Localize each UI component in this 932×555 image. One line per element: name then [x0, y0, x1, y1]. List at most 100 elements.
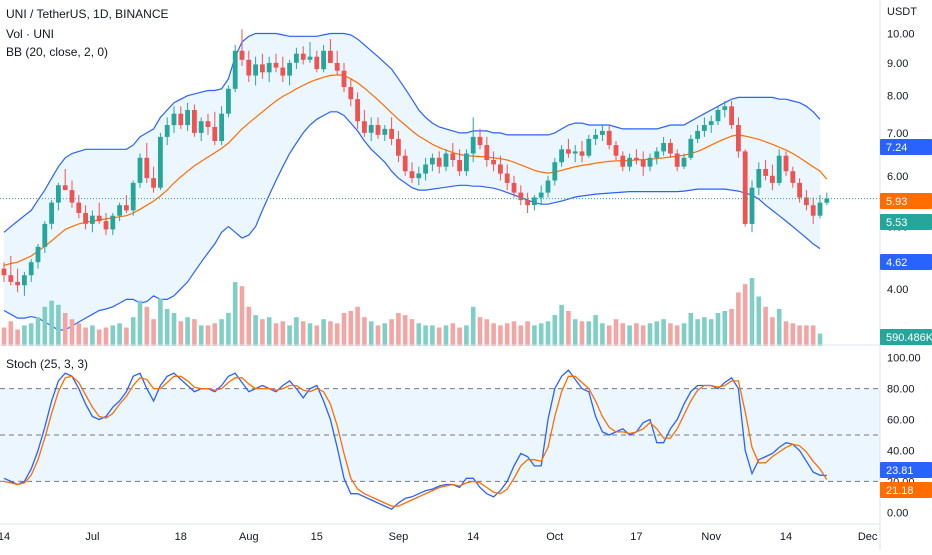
candle-body	[749, 187, 755, 224]
bb-lower-price-label-bg	[880, 254, 932, 270]
volume-bar	[681, 323, 687, 346]
volume-bar	[688, 313, 694, 346]
candle-body	[443, 153, 449, 167]
price-tick-label: 6.00	[887, 171, 908, 183]
volume-bar	[62, 313, 68, 346]
volume-bar	[137, 300, 143, 346]
volume-bar	[294, 317, 299, 346]
volume-bar	[348, 311, 354, 346]
candle-body	[797, 182, 802, 198]
candle-body	[22, 275, 27, 286]
candle-body	[430, 157, 435, 165]
candle-body	[545, 180, 551, 193]
candle-body	[124, 205, 129, 211]
volume-bar	[538, 323, 544, 346]
volume-bar	[695, 319, 700, 346]
candle-body	[49, 202, 54, 224]
candle-body	[185, 110, 190, 126]
volume-bar	[770, 317, 775, 346]
volume-bar	[416, 323, 422, 346]
candle-body	[600, 130, 605, 135]
candle-body	[804, 197, 809, 206]
candle-body	[76, 202, 82, 213]
candle-body	[810, 205, 816, 216]
candle-body	[416, 173, 422, 179]
volume-bar	[715, 313, 721, 346]
stoch-legend: Stoch (25, 3, 3)	[6, 357, 89, 371]
candle-body	[62, 185, 68, 191]
volume-bar	[749, 278, 755, 346]
volume-bar	[661, 319, 666, 346]
candle-body	[464, 153, 469, 172]
candle-body	[198, 121, 204, 133]
candle-body	[192, 110, 197, 133]
candle-body	[470, 136, 476, 154]
candle-body	[300, 53, 306, 60]
candle-body	[532, 197, 537, 206]
symbol-title: UNI / TetherUS, 1D, BINANCE	[6, 7, 169, 21]
volume-legend: Vol · UNI	[6, 27, 55, 41]
candle-body	[756, 169, 762, 188]
bb-upper-price-label-bg	[880, 139, 932, 155]
volume-bar	[443, 325, 449, 346]
volume-bar	[375, 325, 381, 346]
last-price-label: 5.53	[880, 214, 932, 230]
price-tick-label: 4.00	[887, 284, 908, 296]
candle-body	[559, 149, 564, 163]
candle-body	[96, 215, 102, 222]
stoch-tick-label: 40.00	[887, 446, 915, 458]
volume-bar	[702, 317, 707, 346]
candle-body	[137, 157, 143, 183]
volume-bar	[450, 323, 456, 346]
candle-body	[511, 182, 517, 193]
volume-bar	[518, 325, 524, 346]
volume-bars	[1, 278, 823, 346]
candle-body	[538, 192, 544, 198]
volume-bar	[328, 321, 333, 346]
volume-bar	[280, 321, 286, 346]
candle-body	[674, 153, 680, 167]
volume-bar	[763, 306, 768, 346]
volume-bar	[783, 321, 789, 346]
candle-body	[171, 113, 177, 126]
volume-bar	[362, 317, 367, 346]
time-tick-label: 15	[311, 531, 323, 543]
candle-body	[117, 205, 122, 216]
volume-bar	[22, 325, 27, 346]
bb-lower-price-label: 4.62	[880, 254, 932, 270]
candle-body	[783, 155, 789, 172]
candle-body	[103, 221, 109, 230]
candle-body	[763, 169, 768, 176]
candle-body	[382, 128, 388, 135]
volume-bar	[627, 325, 632, 346]
volume-bar	[185, 317, 190, 346]
stoch-k-value-label: 23.81	[880, 462, 932, 478]
candle-body	[110, 215, 116, 230]
volume-bar	[722, 311, 728, 346]
candle-body	[253, 64, 258, 76]
volume-bar	[423, 325, 428, 346]
volume-bar	[110, 325, 116, 346]
volume-bar	[586, 321, 592, 346]
volume-bar	[219, 319, 224, 346]
volume-bar	[341, 313, 347, 346]
volume-bar	[742, 284, 748, 346]
time-tick-label: Aug	[239, 531, 259, 543]
candle-body	[35, 246, 41, 263]
bb-basis-price-label-bg	[880, 193, 932, 209]
candle-body	[130, 182, 136, 211]
candle-body	[695, 130, 700, 139]
volume-bar	[572, 319, 578, 346]
bb-upper-price-label: 7.24	[880, 139, 932, 155]
volume-bar	[409, 319, 415, 346]
last-price-label-text: 5.53	[886, 217, 907, 229]
currency-label: USDT	[887, 6, 917, 18]
volume-bar	[477, 317, 483, 346]
price-labels: 7.24 5.93 5.53 4.62 590.486K 23.81 21.18	[880, 139, 932, 498]
volume-bar	[334, 323, 340, 346]
candle-body	[579, 151, 585, 156]
volume-bar	[69, 319, 75, 346]
volume-bar	[545, 321, 551, 346]
